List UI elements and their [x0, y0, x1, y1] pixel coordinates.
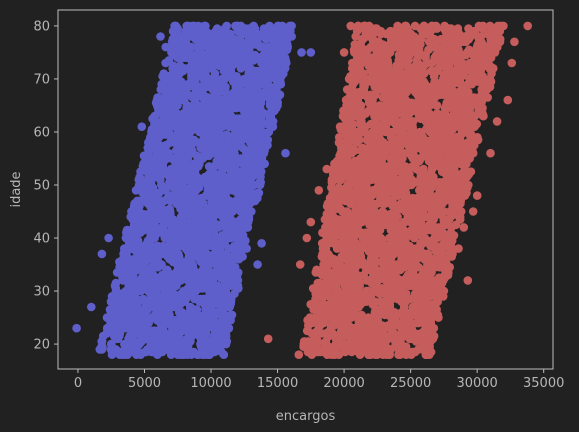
- data-point: [358, 143, 367, 153]
- data-point: [153, 93, 162, 102]
- data-point: [97, 249, 107, 259]
- data-point: [189, 21, 199, 31]
- data-point: [175, 61, 185, 70]
- data-point: [334, 183, 344, 192]
- data-point: [466, 167, 476, 176]
- data-point: [408, 117, 418, 126]
- data-point: [297, 48, 306, 57]
- data-point: [437, 178, 447, 187]
- data-point: [231, 21, 240, 31]
- data-point: [334, 133, 344, 142]
- data-point: [312, 265, 321, 275]
- data-point: [419, 164, 428, 174]
- data-point: [189, 135, 199, 145]
- data-point: [254, 188, 264, 198]
- data-point: [146, 326, 156, 336]
- data-point: [250, 50, 260, 60]
- data-point: [341, 339, 351, 349]
- data-point: [375, 101, 384, 110]
- data-point: [226, 29, 235, 39]
- data-point: [253, 260, 262, 269]
- data-point: [185, 302, 195, 312]
- data-point: [182, 21, 191, 31]
- data-point: [305, 313, 315, 322]
- data-point: [72, 323, 81, 333]
- data-point: [158, 241, 168, 251]
- data-point: [156, 32, 165, 41]
- data-point: [169, 289, 179, 299]
- data-point: [162, 265, 172, 275]
- data-point: [257, 239, 266, 248]
- data-point: [104, 233, 113, 243]
- data-point: [226, 310, 235, 320]
- data-point: [368, 127, 377, 137]
- data-point: [199, 294, 209, 304]
- data-point: [165, 204, 174, 214]
- data-point: [201, 21, 210, 31]
- data-point: [278, 21, 287, 31]
- data-point: [222, 21, 231, 31]
- data-point: [306, 48, 316, 57]
- data-point: [439, 207, 449, 216]
- data-point: [362, 286, 371, 296]
- data-point: [364, 313, 373, 322]
- data-point: [87, 302, 96, 312]
- data-point: [464, 180, 473, 190]
- data-point: [281, 148, 290, 158]
- data-point: [122, 225, 132, 235]
- data-point: [107, 339, 116, 349]
- data-point: [378, 207, 388, 216]
- data-point: [161, 42, 171, 52]
- data-point: [133, 196, 142, 206]
- data-point: [246, 64, 255, 73]
- data-point: [111, 278, 121, 288]
- data-point: [319, 300, 329, 309]
- data-point: [303, 337, 313, 346]
- data-point: [265, 21, 274, 31]
- data-point: [139, 294, 148, 304]
- data-point: [266, 111, 276, 121]
- data-point: [390, 209, 400, 219]
- scatter-points: [72, 21, 532, 360]
- data-point: [137, 122, 147, 131]
- data-point: [273, 79, 282, 89]
- data-point: [433, 109, 442, 118]
- data-point: [171, 21, 181, 31]
- data-point: [417, 90, 427, 100]
- data-point: [159, 69, 169, 78]
- data-point: [285, 21, 295, 31]
- data-point: [264, 82, 274, 92]
- data-point: [222, 130, 232, 139]
- data-point: [249, 21, 258, 31]
- data-point: [212, 24, 222, 33]
- data-point: [376, 297, 386, 307]
